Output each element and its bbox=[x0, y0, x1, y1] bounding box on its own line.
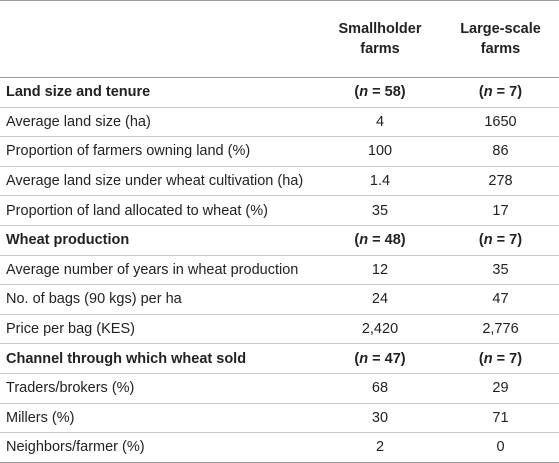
header-smallholder: Smallholder farms bbox=[318, 0, 442, 78]
section-header-row: Land size and tenure (n = 58) (n = 7) bbox=[0, 77, 559, 108]
row-label: No. of bags (90 kgs) per ha bbox=[0, 284, 318, 315]
section-label: Wheat production bbox=[0, 225, 318, 256]
table-row: Millers (%) 30 71 bbox=[0, 403, 559, 434]
sample-size-value: 47 bbox=[384, 350, 401, 367]
header-row: Smallholder farms Large-scale farms bbox=[0, 0, 559, 78]
table-row: Neighbors/farmer (%) 2 0 bbox=[0, 432, 559, 463]
header-smallholder-line2: farms bbox=[360, 41, 400, 57]
table-body: Land size and tenure (n = 58) (n = 7) Avera… bbox=[0, 77, 559, 463]
row-label: Traders/brokers (%) bbox=[0, 373, 318, 404]
row-label: Proportion of land allocated to wheat (%… bbox=[0, 195, 318, 226]
smallholder-value: 100 bbox=[318, 136, 442, 167]
section-header-row: Channel through which wheat sold (n = 47)… bbox=[0, 343, 559, 374]
smallholder-value: 2 bbox=[318, 432, 442, 463]
large-scale-value: 1650 bbox=[442, 107, 559, 138]
table-row: Average land size (ha) 4 1650 bbox=[0, 107, 559, 138]
smallholder-value: 12 bbox=[318, 255, 442, 286]
large-scale-value: 86 bbox=[442, 136, 559, 167]
smallholder-value: 30 bbox=[318, 403, 442, 434]
smallholder-value: 24 bbox=[318, 284, 442, 315]
header-large-scale-line2: farms bbox=[480, 41, 521, 57]
large-scale-sample-size: (n = 7) bbox=[442, 77, 559, 108]
sample-size-value: 7 bbox=[509, 350, 518, 367]
large-scale-value: 47 bbox=[442, 284, 559, 315]
header-smallholder-line1: Smallholder bbox=[338, 21, 422, 37]
smallholder-value: 2,420 bbox=[318, 314, 442, 345]
large-scale-value: 29 bbox=[442, 373, 559, 404]
header-variable bbox=[0, 0, 318, 78]
table-row: Proportion of farmers owning land (%) 100… bbox=[0, 136, 559, 167]
row-label: Neighbors/farmer (%) bbox=[0, 432, 318, 463]
section-label: Land size and tenure bbox=[0, 77, 318, 108]
smallholder-value: 4 bbox=[318, 107, 442, 138]
table-row: Price per bag (KES) 2,420 2,776 bbox=[0, 314, 559, 345]
sample-size-value: 7 bbox=[509, 84, 518, 101]
table-row: Average number of years in wheat product… bbox=[0, 255, 559, 286]
large-scale-value: 17 bbox=[442, 195, 559, 226]
row-label: Average number of years in wheat product… bbox=[0, 255, 318, 286]
section-label: Channel through which wheat sold bbox=[0, 343, 318, 374]
table-header: Smallholder farms Large-scale farms bbox=[0, 0, 559, 78]
smallholder-value: 68 bbox=[318, 373, 442, 404]
smallholder-sample-size: (n = 48) bbox=[318, 225, 442, 256]
row-label: Proportion of farmers owning land (%) bbox=[0, 136, 318, 167]
large-scale-value: 35 bbox=[442, 255, 559, 286]
large-scale-value: 2,776 bbox=[442, 314, 559, 345]
smallholder-value: 1.4 bbox=[318, 166, 442, 197]
sample-size-value: 58 bbox=[384, 84, 401, 101]
table-row: No. of bags (90 kgs) per ha 24 47 bbox=[0, 284, 559, 315]
section-header-row: Wheat production (n = 48) (n = 7) bbox=[0, 225, 559, 256]
table-row: Proportion of land allocated to wheat (%… bbox=[0, 195, 559, 226]
large-scale-sample-size: (n = 7) bbox=[442, 225, 559, 256]
row-label: Price per bag (KES) bbox=[0, 314, 318, 345]
smallholder-value: 35 bbox=[318, 195, 442, 226]
table-row: Average land size under wheat cultivatio… bbox=[0, 166, 559, 197]
row-label: Average land size under wheat cultivatio… bbox=[0, 166, 318, 197]
table-row: Traders/brokers (%) 68 29 bbox=[0, 373, 559, 404]
large-scale-value: 71 bbox=[442, 403, 559, 434]
row-label: Average land size (ha) bbox=[0, 107, 318, 138]
header-large-scale-line1: Large-scale bbox=[460, 21, 541, 37]
smallholder-sample-size: (n = 47) bbox=[318, 343, 442, 374]
row-label: Millers (%) bbox=[0, 403, 318, 434]
large-scale-sample-size: (n = 7) bbox=[442, 343, 559, 374]
header-large-scale: Large-scale farms bbox=[442, 0, 559, 78]
large-scale-value: 0 bbox=[442, 432, 559, 463]
sample-size-value: 7 bbox=[509, 232, 518, 249]
large-scale-value: 278 bbox=[442, 166, 559, 197]
sample-size-value: 48 bbox=[384, 232, 401, 249]
smallholder-sample-size: (n = 58) bbox=[318, 77, 442, 108]
